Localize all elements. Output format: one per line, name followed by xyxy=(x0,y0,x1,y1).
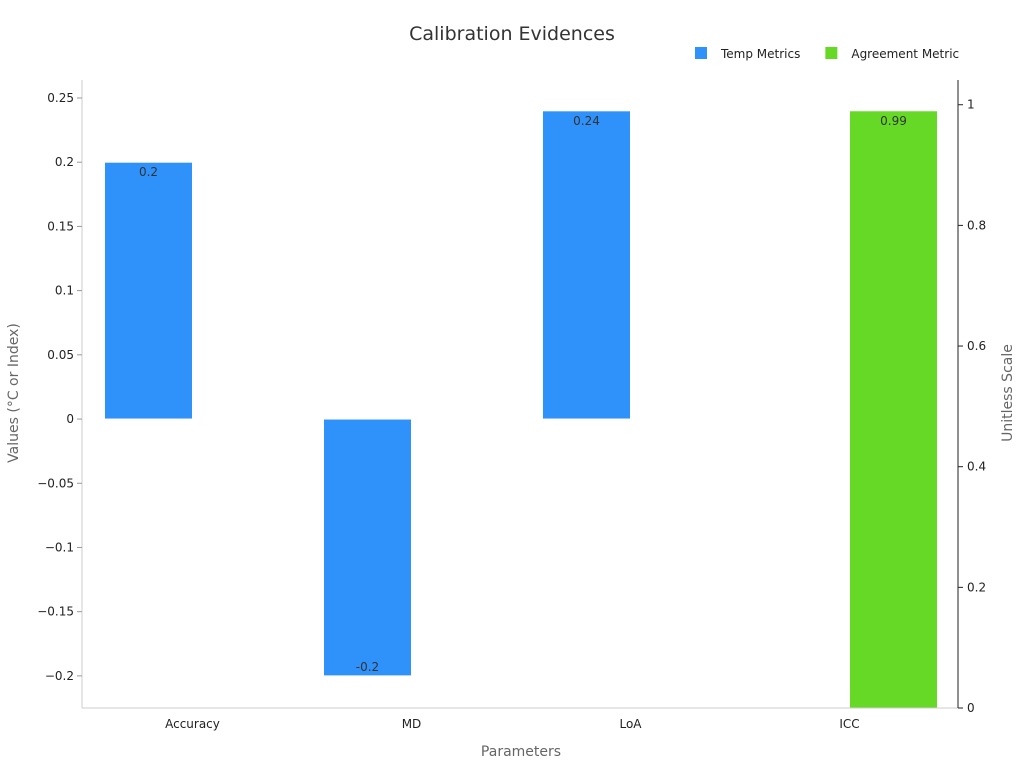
y-tick-label: −0.1 xyxy=(45,540,74,554)
legend-swatch xyxy=(695,47,707,59)
y-tick-label: 0.05 xyxy=(47,348,74,362)
x-tick-label: MD xyxy=(402,717,422,731)
y-tick-label: 0.1 xyxy=(55,284,74,298)
legend-swatch xyxy=(825,47,838,59)
y2-tick-label: 0 xyxy=(967,701,975,715)
data-label: 0.99 xyxy=(880,114,907,128)
x-tick-label: ICC xyxy=(839,717,859,731)
y2-tick-label: 1 xyxy=(967,98,975,112)
data-label: 0.24 xyxy=(573,114,600,128)
y-tick-label: −0.15 xyxy=(37,605,74,619)
bar-md xyxy=(323,418,412,677)
x-axis-label: Parameters xyxy=(481,744,561,760)
bar-icc xyxy=(849,110,938,709)
y2-tick-label: 0.4 xyxy=(967,460,986,474)
y-axis-label: Values (°C or Index) xyxy=(6,323,22,463)
bar-loa xyxy=(542,110,631,420)
legend-label: Agreement Metric xyxy=(851,47,959,61)
y2-axis-label: Unitless Scale xyxy=(1000,344,1016,442)
x-tick-label: LoA xyxy=(619,717,642,731)
y2-tick-label: 0.8 xyxy=(967,218,986,232)
y-tick-label: 0.2 xyxy=(55,155,74,169)
data-label: -0.2 xyxy=(356,660,379,674)
legend-label: Temp Metrics xyxy=(720,47,800,61)
y-tick-label: 0 xyxy=(66,412,74,426)
chart-title: Calibration Evidences xyxy=(409,23,615,45)
y2-tick-label: 0.2 xyxy=(967,580,986,594)
bar-accuracy xyxy=(104,161,193,420)
y2-tick-label: 0.6 xyxy=(967,339,986,353)
y-tick-label: −0.2 xyxy=(45,669,74,683)
x-tick-label: Accuracy xyxy=(165,717,220,731)
y-tick-label: −0.05 xyxy=(37,476,74,490)
legend: Temp Metrics Agreement Metric xyxy=(695,47,959,61)
y-tick-label: 0.25 xyxy=(47,91,74,105)
y-tick-label: 0.15 xyxy=(47,219,74,233)
data-label: 0.2 xyxy=(139,165,158,179)
